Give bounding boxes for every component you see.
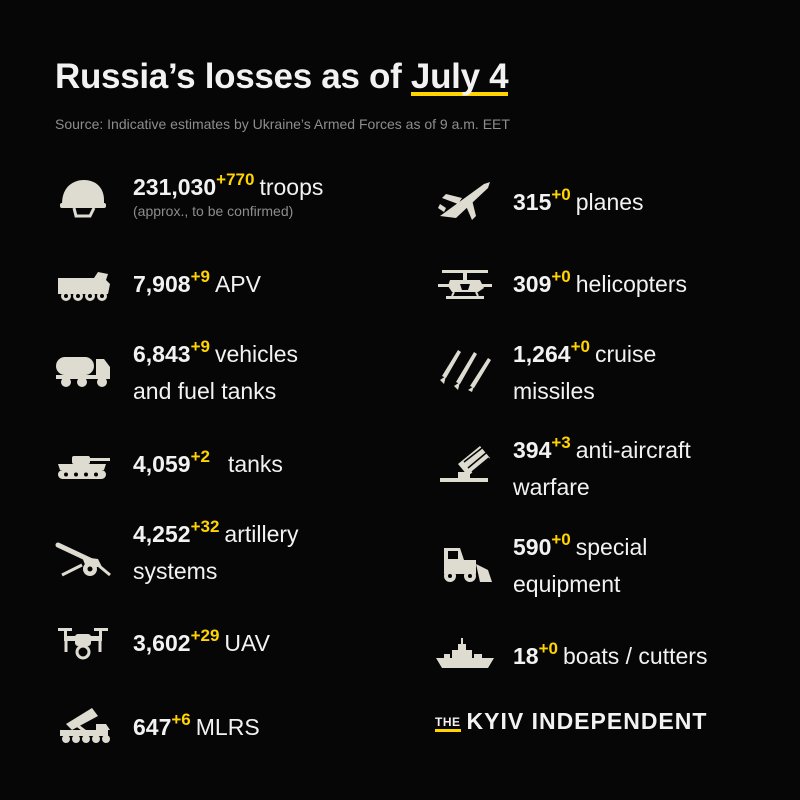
source-line: Source: Indicative estimates by Ukraine’… (55, 116, 510, 132)
troops-count: 231,030 (133, 174, 217, 200)
troops-note: (approx., to be confirmed) (133, 203, 294, 219)
vehicles-label: vehicles (214, 341, 299, 367)
boats-count: 18 (513, 643, 539, 669)
artillery-delta: +32 (190, 517, 220, 536)
boats-delta: +0 (538, 639, 558, 658)
title-date: July 4 (410, 57, 509, 96)
artillery-icon (52, 535, 114, 581)
page-title: Russia’s losses as of July 4 (55, 56, 509, 98)
anti-aircraft-icon (434, 440, 496, 486)
tanks-count: 4,059 (133, 451, 191, 477)
special-equipment-label: special (575, 534, 648, 560)
special-equipment-count: 590 (513, 534, 552, 560)
apv-label: APV (214, 271, 261, 297)
apv-delta: +9 (190, 267, 210, 286)
missiles-label-line2: missiles (513, 378, 595, 404)
helicopters-delta: +0 (551, 267, 571, 286)
vehicles-label-line2: and fuel tanks (133, 378, 277, 404)
special-equipment-icon (434, 540, 496, 586)
special-equipment-delta: +0 (551, 530, 571, 549)
vehicles-count: 6,843 (133, 341, 191, 367)
tanks-delta: +2 (190, 447, 210, 466)
apv-count: 7,908 (133, 271, 191, 297)
missiles-count: 1,264 (513, 341, 571, 367)
kyiv-independent-logo: THE KYIV INDEPENDENT (435, 708, 707, 735)
vehicles-delta: +9 (190, 337, 210, 356)
boat-icon (434, 632, 496, 678)
anti-aircraft-label: anti-aircraft (575, 437, 691, 463)
boats-label: boats / cutters (562, 643, 708, 669)
troops-label: troops (259, 174, 324, 200)
planes-count: 315 (513, 189, 552, 215)
uav-label: UAV (224, 630, 270, 656)
missiles-delta: +0 (570, 337, 590, 356)
planes-label: planes (575, 189, 644, 215)
planes-delta: +0 (551, 185, 571, 204)
artillery-count: 4,252 (133, 521, 191, 547)
helicopter-icon (434, 262, 496, 308)
helicopters-label: helicopters (575, 271, 687, 297)
anti-aircraft-label-line2: warfare (513, 474, 590, 500)
anti-aircraft-count: 394 (513, 437, 552, 463)
mlrs-icon (52, 702, 114, 748)
helicopters-count: 309 (513, 271, 552, 297)
logo-the: THE (435, 716, 461, 732)
plane-icon (434, 176, 496, 222)
uav-delta: +29 (190, 626, 220, 645)
apv-icon (52, 262, 114, 308)
missiles-icon (434, 346, 496, 392)
fuel-truck-icon (52, 347, 114, 393)
anti-aircraft-delta: +3 (551, 433, 571, 452)
drone-icon (52, 618, 114, 664)
title-prefix: Russia’s losses as of (55, 57, 411, 96)
mlrs-count: 647 (133, 714, 172, 740)
missiles-label: cruise (594, 341, 657, 367)
helmet-icon (52, 174, 114, 220)
artillery-label: artillery (224, 521, 299, 547)
logo-name: KYIV INDEPENDENT (466, 708, 708, 734)
mlrs-delta: +6 (171, 710, 191, 729)
uav-count: 3,602 (133, 630, 191, 656)
troops-delta: +770 (216, 170, 255, 189)
artillery-label-line2: systems (133, 558, 218, 584)
mlrs-label: MLRS (195, 714, 260, 740)
tanks-label: tanks (227, 451, 283, 477)
special-equipment-label-line2: equipment (513, 571, 621, 597)
tank-icon (52, 442, 114, 488)
